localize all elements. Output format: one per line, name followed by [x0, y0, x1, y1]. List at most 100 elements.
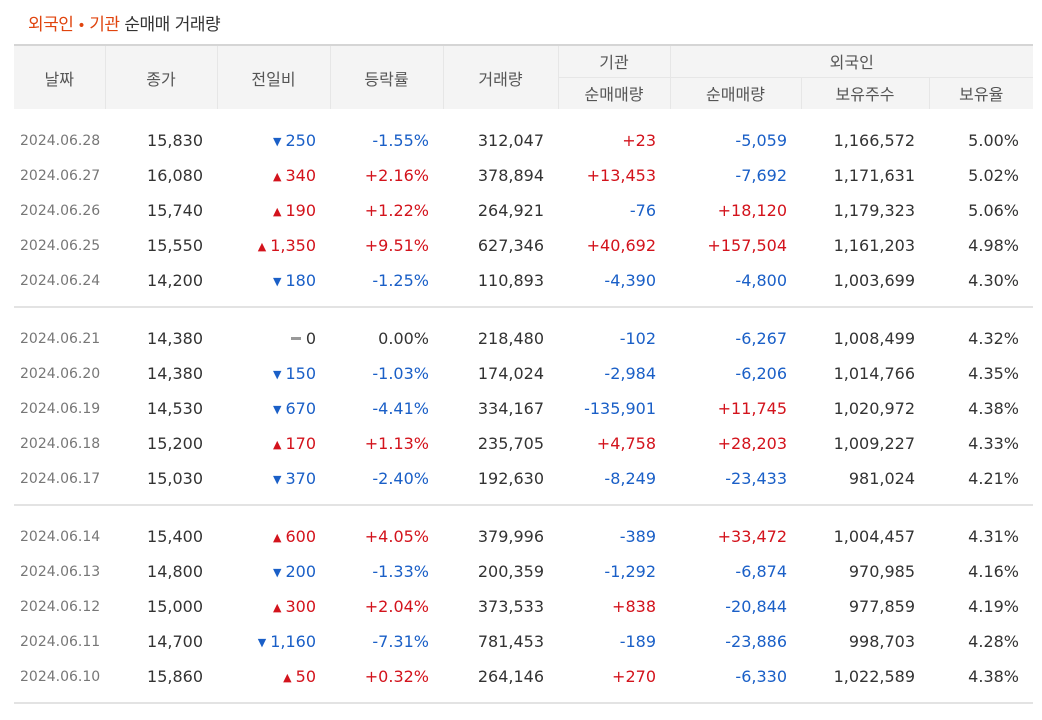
cell-inst-net: -4,390 — [604, 271, 656, 290]
cell-date: 2024.06.21 — [20, 330, 101, 347]
cell-change: ▼ 200 — [217, 554, 330, 589]
cell-inst-net: +838 — [612, 597, 656, 616]
cell-change-value: 170 — [285, 434, 316, 453]
table-row: 2024.06.12 15,000 ▲ 300 +2.04% 373,533 +838 -20… — [14, 589, 1033, 624]
cell-foreign-hold: 1,161,203 — [833, 236, 915, 255]
cell-foreign-net: +11,745 — [717, 399, 787, 418]
table-row: 2024.06.10 15,860 ▲ 50 +0.32% 264,146 +270 -6,3… — [14, 659, 1033, 694]
cell-inst-net: -8,249 — [604, 469, 656, 488]
cell-foreign-net: -23,433 — [725, 469, 787, 488]
cell-foreign-ratio: 4.32% — [968, 329, 1019, 348]
cell-change: ▼ 250 — [217, 123, 330, 158]
cell-foreign-hold: 998,703 — [848, 632, 915, 651]
cell-foreign-ratio: 5.02% — [968, 166, 1019, 185]
cell-volume: 378,894 — [477, 166, 544, 185]
cell-inst-net: +23 — [622, 131, 656, 150]
cell-change-value: 370 — [285, 469, 316, 488]
table-row: 2024.06.28 15,830 ▼ 250 -1.55% 312,047 +23 -5,0… — [14, 123, 1033, 158]
triangle-down-icon: ▼ — [272, 275, 282, 288]
cell-volume: 627,346 — [477, 236, 544, 255]
cell-foreign-net: -4,800 — [735, 271, 787, 290]
cell-change: ▲ 600 — [217, 519, 330, 554]
cell-foreign-net: +33,472 — [717, 527, 787, 546]
cell-volume: 174,024 — [477, 364, 544, 383]
cell-close: 14,380 — [147, 364, 203, 383]
cell-rate: -7.31% — [372, 632, 429, 651]
cell-rate: -1.33% — [372, 562, 429, 581]
table-row: 2024.06.27 16,080 ▲ 340 +2.16% 378,894 +13,453… — [14, 158, 1033, 193]
cell-rate: +1.22% — [364, 201, 429, 220]
title-dot: • — [77, 18, 86, 34]
cell-change-value: 0 — [305, 329, 316, 348]
table-row: 2024.06.11 14,700 ▼ 1,160 -7.31% 781,453 -189 -… — [14, 624, 1033, 659]
cell-foreign-hold: 1,003,699 — [833, 271, 915, 290]
cell-date: 2024.06.10 — [20, 668, 101, 685]
cell-close: 15,000 — [147, 597, 203, 616]
cell-close: 14,700 — [147, 632, 203, 651]
cell-change-value: 150 — [285, 364, 316, 383]
cell-foreign-hold: 1,009,227 — [833, 434, 915, 453]
cell-foreign-net: -5,059 — [735, 131, 787, 150]
cell-foreign-ratio: 4.35% — [968, 364, 1019, 383]
cell-foreign-hold: 1,171,631 — [833, 166, 915, 185]
cell-volume: 312,047 — [477, 131, 544, 150]
triangle-up-icon: ▲ — [272, 601, 282, 614]
cell-foreign-hold: 977,859 — [848, 597, 915, 616]
header-date: 날짜 — [14, 44, 106, 109]
cell-inst-net: -76 — [629, 201, 656, 220]
cell-rate: +9.51% — [364, 236, 429, 255]
cell-date: 2024.06.28 — [20, 132, 101, 149]
cell-foreign-hold: 1,008,499 — [833, 329, 915, 348]
table-row: 2024.06.19 14,530 ▼ 670 -4.41% 334,167 -135,90… — [14, 391, 1033, 426]
cell-inst-net: -2,984 — [604, 364, 656, 383]
triangle-down-icon: ▼ — [272, 403, 282, 416]
triangle-up-icon: ▲ — [283, 671, 292, 684]
cell-date: 2024.06.26 — [20, 202, 101, 219]
cell-foreign-ratio: 4.38% — [968, 667, 1019, 686]
table-row: 2024.06.20 14,380 ▼ 150 -1.03% 174,024 -2,984 -… — [14, 356, 1033, 391]
cell-close: 15,550 — [147, 236, 203, 255]
cell-foreign-net: -6,206 — [735, 364, 787, 383]
header-inst-group: 기관 — [558, 44, 671, 77]
cell-change-value: 50 — [295, 667, 316, 686]
cell-rate: +2.16% — [364, 166, 429, 185]
cell-foreign-ratio: 5.00% — [968, 131, 1019, 150]
cell-change-value: 600 — [285, 527, 316, 546]
cell-change-value: 340 — [285, 166, 316, 185]
cell-date: 2024.06.25 — [20, 237, 101, 254]
cell-foreign-net: +157,504 — [707, 236, 787, 255]
cell-close: 15,400 — [147, 527, 203, 546]
cell-date: 2024.06.24 — [20, 272, 101, 289]
trading-table: 날짜 종가 전일비 등락률 거래량 기관 외국인 순매매량 순매매량 보유주수 … — [14, 44, 1033, 704]
cell-inst-net: +270 — [612, 667, 656, 686]
cell-change-value: 670 — [285, 399, 316, 418]
cell-inst-net: +40,692 — [586, 236, 656, 255]
cell-volume: 110,893 — [477, 271, 544, 290]
table-row: 2024.06.18 15,200 ▲ 170 +1.13% 235,705 +4,758 +… — [14, 426, 1033, 461]
cell-rate: +0.32% — [364, 667, 429, 686]
cell-change: ▼ 180 — [217, 263, 330, 298]
cell-date: 2024.06.27 — [20, 167, 101, 184]
cell-change: ▼ 670 — [217, 391, 330, 426]
cell-change-value: 300 — [285, 597, 316, 616]
dash-icon — [290, 337, 301, 340]
header-foreign-group: 외국인 — [670, 44, 1033, 77]
cell-change-value: 1,350 — [270, 236, 316, 255]
cell-close: 15,030 — [147, 469, 203, 488]
cell-change: ▲ 300 — [217, 589, 330, 624]
cell-volume: 373,533 — [477, 597, 544, 616]
cell-change-value: 250 — [285, 131, 316, 150]
table-row: 2024.06.24 14,200 ▼ 180 -1.25% 110,893 -4,390 -… — [14, 263, 1033, 298]
table-row: 2024.06.21 14,380 0 0.00% 218,480 -102 -6,267 1… — [14, 321, 1033, 356]
cell-inst-net: -135,901 — [584, 399, 656, 418]
cell-foreign-ratio: 4.98% — [968, 236, 1019, 255]
triangle-up-icon: ▲ — [272, 170, 282, 183]
header-foreign-hold: 보유주수 — [801, 76, 930, 109]
cell-foreign-net: -6,874 — [735, 562, 787, 581]
cell-foreign-net: -20,844 — [725, 597, 787, 616]
cell-change: ▲ 170 — [217, 426, 330, 461]
table-row: 2024.06.13 14,800 ▼ 200 -1.33% 200,359 -1,292 -… — [14, 554, 1033, 589]
cell-date: 2024.06.20 — [20, 365, 101, 382]
triangle-down-icon: ▼ — [272, 473, 282, 486]
header-volume: 거래량 — [443, 44, 559, 109]
